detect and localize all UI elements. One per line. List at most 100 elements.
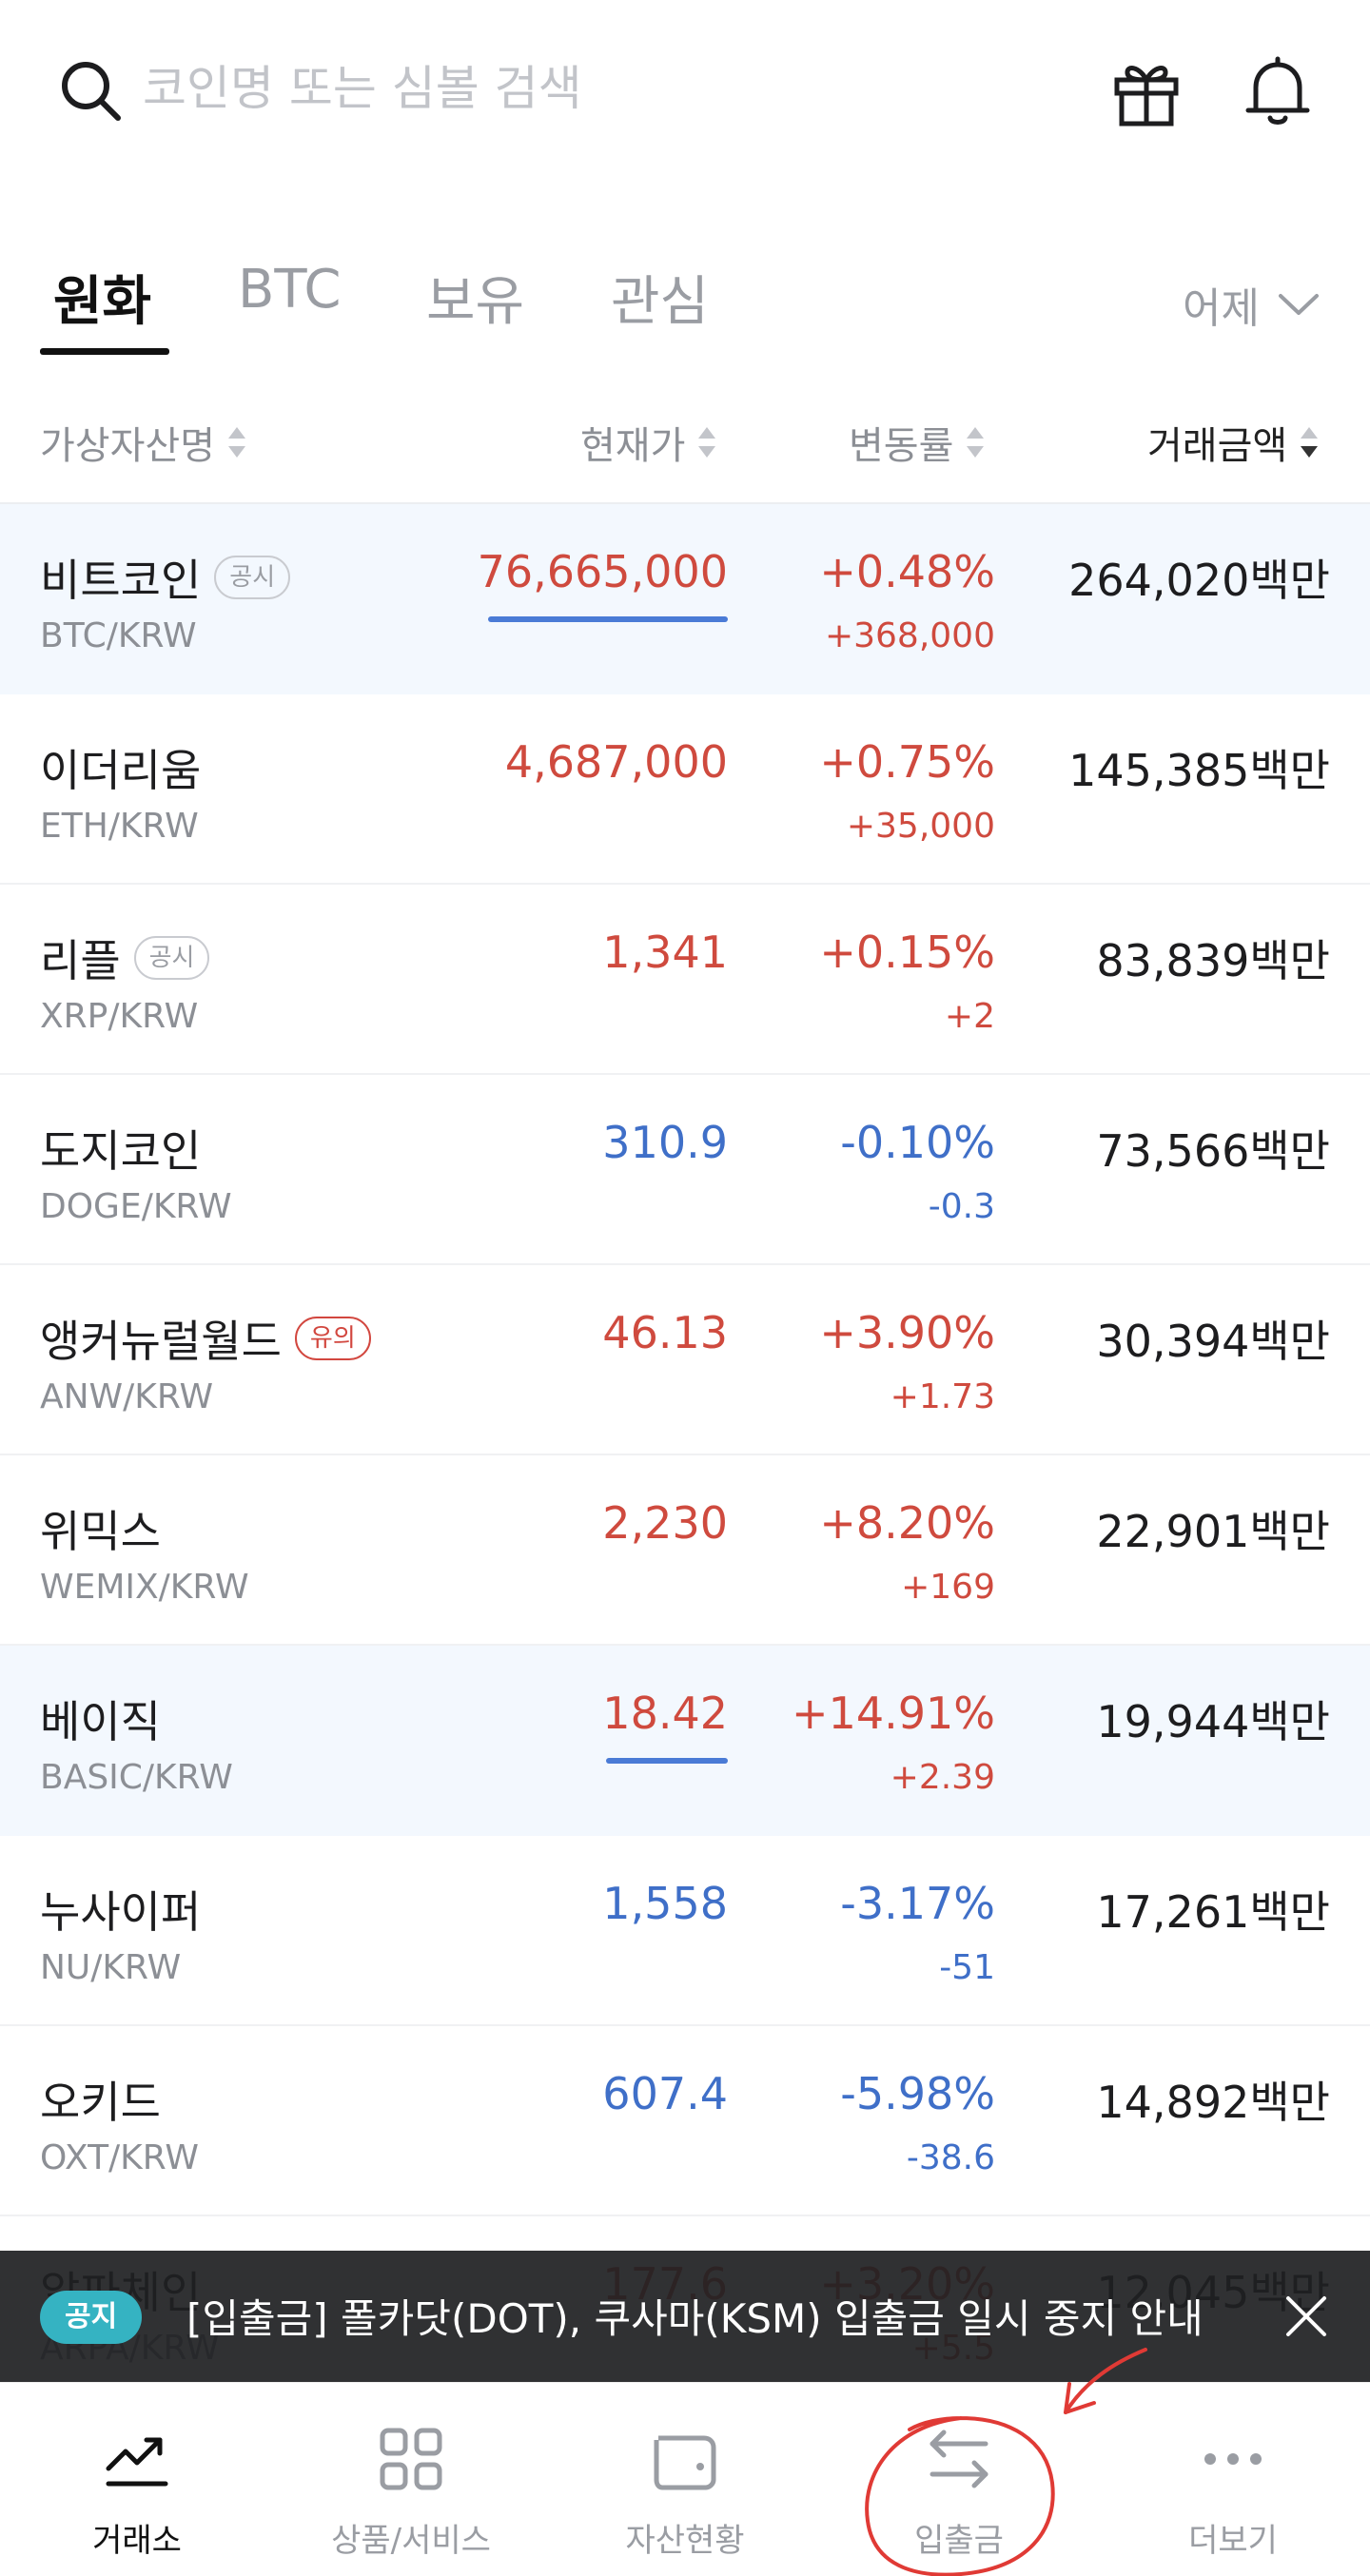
search-input[interactable] xyxy=(143,46,999,131)
coin-name-text: 누사이퍼 xyxy=(40,1886,202,1938)
coin-name-text: 비트코인 xyxy=(40,555,202,606)
notice-bar: 공지 [입출금] 폴카닷(DOT), 쿠사마(KSM) 입출금 일시 중지 안내 xyxy=(0,2251,1370,2382)
coin-name-text: 리플 xyxy=(40,935,121,986)
coin-name: 누사이퍼 xyxy=(40,1878,201,1941)
nav-label-more: 더보기 xyxy=(1188,2522,1278,2560)
close-icon[interactable] xyxy=(1282,2293,1330,2340)
sort-icon xyxy=(228,427,245,458)
coin-price: 46.13 xyxy=(602,1307,728,1358)
sort-icon xyxy=(967,427,985,458)
gift-icon[interactable] xyxy=(1111,57,1182,127)
tab-favorites[interactable]: 관심 xyxy=(611,271,710,333)
price-change-underline xyxy=(488,616,728,622)
change-rate: +0.15% xyxy=(819,927,995,978)
change-amount: -38.6 xyxy=(906,2138,995,2177)
period-label: 어제 xyxy=(1183,284,1260,333)
coin-name-text: 이더리움 xyxy=(40,745,202,796)
trade-volume: 83,839백만 xyxy=(1096,935,1330,986)
change-rate: +3.90% xyxy=(819,1307,995,1358)
column-volume-label: 거래금액 xyxy=(1147,424,1288,468)
coin-price: 2,230 xyxy=(602,1497,728,1549)
coin-pair: OXT/KRW xyxy=(40,2138,199,2177)
sort-by-change[interactable]: 변동률 xyxy=(849,415,986,470)
coin-row[interactable]: 비트코인 공시 BTC/KRW 76,665,000 +0.48% +368,000 264… xyxy=(0,504,1370,694)
change-rate: -3.17% xyxy=(840,1878,995,1929)
disclosure-badge: 공시 xyxy=(133,936,210,980)
trade-volume: 264,020백만 xyxy=(1068,555,1330,606)
coin-name: 오키드 xyxy=(40,2068,161,2131)
trade-volume: 73,566백만 xyxy=(1096,1125,1330,1177)
change-rate: -5.98% xyxy=(840,2068,995,2119)
sort-by-name[interactable]: 가상자산명 xyxy=(40,415,247,470)
active-tab-indicator xyxy=(40,348,169,355)
coin-name: 비트코인 공시 xyxy=(40,546,291,609)
trade-volume: 22,901백만 xyxy=(1096,1506,1330,1557)
coin-price: 18.42 xyxy=(602,1688,728,1739)
coin-name: 베이직 xyxy=(40,1688,161,1750)
caution-badge: 유의 xyxy=(294,1317,371,1360)
nav-exchange[interactable]: 거래소 xyxy=(0,2383,274,2576)
trade-volume: 30,394백만 xyxy=(1096,1316,1330,1367)
sort-icon xyxy=(698,427,716,458)
coin-pair: DOGE/KRW xyxy=(40,1187,232,1226)
sort-by-price[interactable]: 현재가 xyxy=(580,415,717,470)
trade-volume: 14,892백만 xyxy=(1096,2077,1330,2128)
coin-pair: NU/KRW xyxy=(40,1948,182,1987)
column-price-label: 현재가 xyxy=(580,424,686,468)
coin-row[interactable]: 리플 공시 XRP/KRW 1,341 +0.15% +2 83,839백만 xyxy=(0,885,1370,1075)
coin-price: 4,687,000 xyxy=(504,736,728,788)
period-select[interactable]: 어제 xyxy=(1183,276,1321,333)
coin-pair: BTC/KRW xyxy=(40,616,197,655)
coin-row[interactable]: 앵커뉴럴월드 유의 ANW/KRW 46.13 +3.90% +1.73 30,394백만 xyxy=(0,1265,1370,1455)
nav-label-deposit-withdraw: 입출금 xyxy=(914,2522,1004,2560)
coin-name-text: 위믹스 xyxy=(40,1506,161,1557)
coin-row[interactable]: 오키드 OXT/KRW 607.4 -5.98% -38.6 14,892백만 xyxy=(0,2026,1370,2216)
column-change-label: 변동률 xyxy=(849,424,954,468)
trend-chart-icon xyxy=(106,2437,168,2487)
coin-price: 310.9 xyxy=(602,1117,728,1168)
coin-row[interactable]: 누사이퍼 NU/KRW 1,558 -3.17% -51 17,261백만 xyxy=(0,1836,1370,2026)
tab-btc[interactable]: BTC xyxy=(238,259,342,321)
coin-name: 리플 공시 xyxy=(40,927,210,989)
coin-name-text: 오키드 xyxy=(40,2077,161,2128)
change-amount: +2 xyxy=(944,997,995,1036)
change-amount: -0.3 xyxy=(928,1187,995,1226)
trade-volume: 145,385백만 xyxy=(1068,745,1330,796)
column-name-label: 가상자산명 xyxy=(40,424,215,468)
nav-deposit-withdraw[interactable]: 입출금 xyxy=(822,2383,1096,2576)
sort-desc-icon xyxy=(1301,427,1319,458)
coin-name-text: 앵커뉴럴월드 xyxy=(40,1316,282,1367)
grid-icon xyxy=(380,2428,442,2490)
nav-assets[interactable]: 자산현황 xyxy=(548,2383,822,2576)
coin-row[interactable]: 위믹스 WEMIX/KRW 2,230 +8.20% +169 22,901백만 xyxy=(0,1455,1370,1646)
price-change-underline xyxy=(606,1758,728,1764)
coin-name: 도지코인 xyxy=(40,1117,201,1180)
wallet-icon xyxy=(654,2435,716,2490)
change-rate: +0.75% xyxy=(819,736,995,788)
market-tabs: 원화 BTC 보유 관심 어제 xyxy=(0,247,1370,361)
search-icon[interactable] xyxy=(57,57,124,124)
coin-pair: ANW/KRW xyxy=(40,1377,214,1416)
more-dots-icon xyxy=(1204,2453,1262,2465)
nav-more[interactable]: 더보기 xyxy=(1096,2383,1370,2576)
bottom-nav: 거래소 상품/서비스 자산현황 입출금 xyxy=(0,2382,1370,2576)
coin-pair: XRP/KRW xyxy=(40,997,199,1036)
bell-icon[interactable] xyxy=(1243,55,1313,129)
tab-krw[interactable]: 원화 xyxy=(53,271,152,333)
coin-pair: ETH/KRW xyxy=(40,807,199,846)
coin-pair: WEMIX/KRW xyxy=(40,1568,249,1607)
tab-holdings[interactable]: 보유 xyxy=(426,271,525,333)
nav-label-exchange: 거래소 xyxy=(92,2522,182,2560)
coin-row[interactable]: 도지코인 DOGE/KRW 310.9 -0.10% -0.3 73,566백만 xyxy=(0,1075,1370,1265)
change-rate: +14.91% xyxy=(792,1688,995,1739)
search-header xyxy=(0,0,1370,181)
nav-products[interactable]: 상품/서비스 xyxy=(274,2383,548,2576)
coin-row[interactable]: 베이직 BASIC/KRW 18.42 +14.91% +2.39 19,944백만 xyxy=(0,1646,1370,1836)
chevron-down-icon xyxy=(1279,294,1319,315)
coin-price: 1,558 xyxy=(602,1878,728,1929)
sort-by-volume[interactable]: 거래금액 xyxy=(1147,415,1320,470)
notice-badge: 공지 xyxy=(40,2291,143,2344)
notice-text[interactable]: [입출금] 폴카닷(DOT), 쿠사마(KSM) 입출금 일시 중지 안내 xyxy=(186,2295,1204,2342)
coin-row[interactable]: 이더리움 ETH/KRW 4,687,000 +0.75% +35,000 145,385… xyxy=(0,694,1370,885)
